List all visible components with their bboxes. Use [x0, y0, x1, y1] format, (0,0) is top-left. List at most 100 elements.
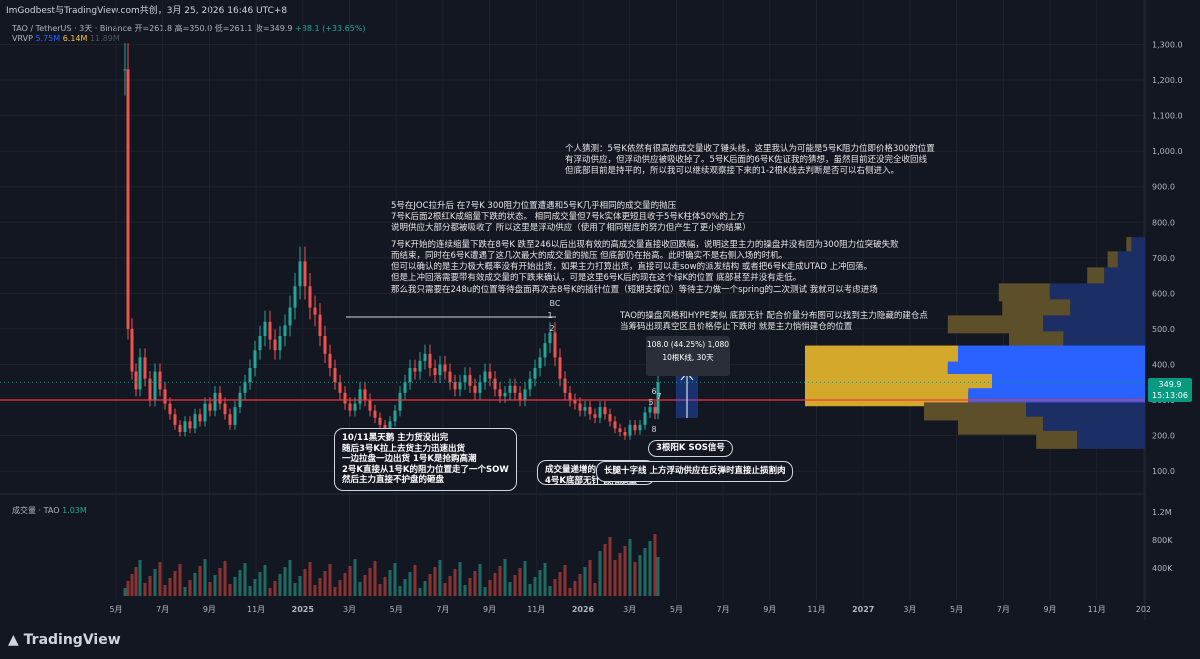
- note-personal-guess: 个人猜测：5号K依然有很高的成交量收了锤头线，这里我认为可能是5号K阻力位即价格…: [565, 144, 935, 176]
- volume-bar: [598, 551, 602, 596]
- profile-bar-down: [968, 388, 1145, 407]
- profile-bar-down: [1070, 299, 1145, 318]
- volume-bar: [358, 582, 362, 596]
- volume-bar: [233, 577, 237, 596]
- candle-body: [653, 407, 657, 414]
- vrvp-legend: VRVP 5.75M 6.14M 11.89M: [12, 34, 120, 43]
- candle-body: [263, 321, 267, 337]
- symbol-ohlc: TAO / TetherUS · 3天 · Binance 开=261.8 高=…: [12, 24, 296, 33]
- profile-bar-down: [1026, 402, 1145, 421]
- profile-bar-down: [1063, 331, 1145, 350]
- candle-body: [363, 389, 367, 400]
- candle-body: [143, 357, 147, 379]
- price-tick-label: 1,300.0: [1152, 41, 1183, 50]
- callout-black-swan: 10/11黑天鹅 主力货没出完 随后3号K拉上去货主力迅速出货 一边拉盘一边出货…: [334, 428, 517, 491]
- volume-bar: [283, 567, 287, 596]
- volume-bar: [213, 575, 217, 596]
- note-entry-plan: 那么我只需要在248u的位置等待盘面再次去8号K的插针位置（短期支撑位）等待主力…: [391, 285, 878, 295]
- volume-bar: [623, 546, 627, 596]
- volume-bar: [648, 541, 652, 596]
- time-tick-label: 9月: [1043, 605, 1056, 614]
- time-tick-label: 7月: [997, 605, 1010, 614]
- candle-body: [248, 368, 252, 383]
- volume-bar: [193, 573, 197, 596]
- volume-bar: [126, 581, 130, 596]
- candle-body: [448, 371, 452, 383]
- volume-bar: [218, 568, 222, 596]
- candle-body: [468, 375, 472, 386]
- volume-bar: [134, 567, 138, 596]
- candle-body: [598, 407, 602, 418]
- candle-body: [193, 414, 197, 429]
- note-style: TAO的操盘风格和HYPE类似 底部无针 配合价量分布图可以找到主力隐藏的建仓点…: [620, 311, 928, 332]
- candle-body: [373, 410, 377, 418]
- volume-bar: [158, 562, 162, 596]
- volume-bar: [183, 587, 187, 596]
- volume-bar: [303, 569, 307, 596]
- volume-bar: [138, 560, 142, 596]
- candle-body: [523, 389, 527, 400]
- tradingview-brand: TradingView: [23, 632, 121, 648]
- volume-bar: [373, 561, 377, 596]
- price-tick-label: 200.0: [1152, 432, 1175, 441]
- volume-bar: [383, 577, 387, 596]
- volume-bar: [473, 571, 477, 596]
- tradingview-logo[interactable]: ▲ TradingView: [8, 632, 121, 648]
- candle-body: [223, 403, 227, 415]
- candle-body: [208, 403, 212, 411]
- volume-bar: [163, 585, 167, 596]
- volume-bar: [583, 567, 587, 596]
- candle-body: [153, 371, 157, 400]
- candle-body: [578, 403, 582, 411]
- time-tick-label: 7月: [156, 605, 169, 614]
- volume-bar: [313, 585, 317, 596]
- price-tick-label: 1,000.0: [1152, 147, 1183, 156]
- profile-bar-down: [958, 345, 1145, 364]
- candle-body: [126, 69, 130, 329]
- candle-body: [498, 389, 502, 397]
- volume-bar: [293, 583, 297, 596]
- candle-body: [130, 328, 134, 372]
- measure-line-1: 108.0 (44.25%) 1,080: [646, 340, 730, 349]
- volume-bar: [378, 584, 382, 596]
- grid: [0, 0, 1145, 600]
- marker-1: 1: [547, 311, 552, 320]
- volume-bar: [493, 573, 497, 596]
- profile-bar-up: [998, 283, 1050, 302]
- time-tick-label: 3月: [623, 605, 636, 614]
- profile-bar-up: [947, 315, 1043, 334]
- volume-bar: [608, 537, 612, 596]
- volume-bar: [573, 581, 577, 596]
- chart-header: ImGodbest与TradingView.com共创，3月 25, 2026 …: [6, 6, 288, 16]
- profile-bar-down: [1043, 416, 1145, 435]
- candle-body: [593, 414, 597, 418]
- volume-bar: [398, 586, 402, 596]
- vrvp-label: VRVP: [12, 34, 33, 43]
- volume-bar: [268, 588, 272, 596]
- candle-body: [303, 261, 307, 287]
- time-tick-label: 5月: [950, 605, 963, 614]
- volume-bar: [603, 544, 607, 596]
- volume-bar: [343, 573, 347, 596]
- vrvp-value-3: 11.89M: [89, 34, 120, 43]
- candle-body: [213, 392, 217, 411]
- profile-bar-down: [1117, 251, 1145, 270]
- price-tick-label: 100.0: [1152, 467, 1175, 476]
- candle-body: [198, 414, 202, 422]
- volume-bar: [278, 574, 282, 596]
- volume-bar: [438, 560, 442, 596]
- candle-body: [418, 360, 422, 372]
- candle-body: [388, 421, 392, 432]
- candle-body: [378, 417, 382, 425]
- volume-bar: [273, 581, 277, 596]
- candle-body: [613, 421, 617, 429]
- volume-bar: [238, 570, 242, 596]
- price-tick-label: 900.0: [1152, 183, 1175, 192]
- symbol-ohlc-line: TAO / TetherUS · 3天 · Binance 开=261.8 高=…: [12, 23, 366, 34]
- volume-bar: [423, 581, 427, 596]
- candle-body: [618, 428, 622, 432]
- time-tick-label: 7月: [436, 605, 449, 614]
- volume-bar: [178, 564, 182, 596]
- volume-bar: [298, 576, 302, 596]
